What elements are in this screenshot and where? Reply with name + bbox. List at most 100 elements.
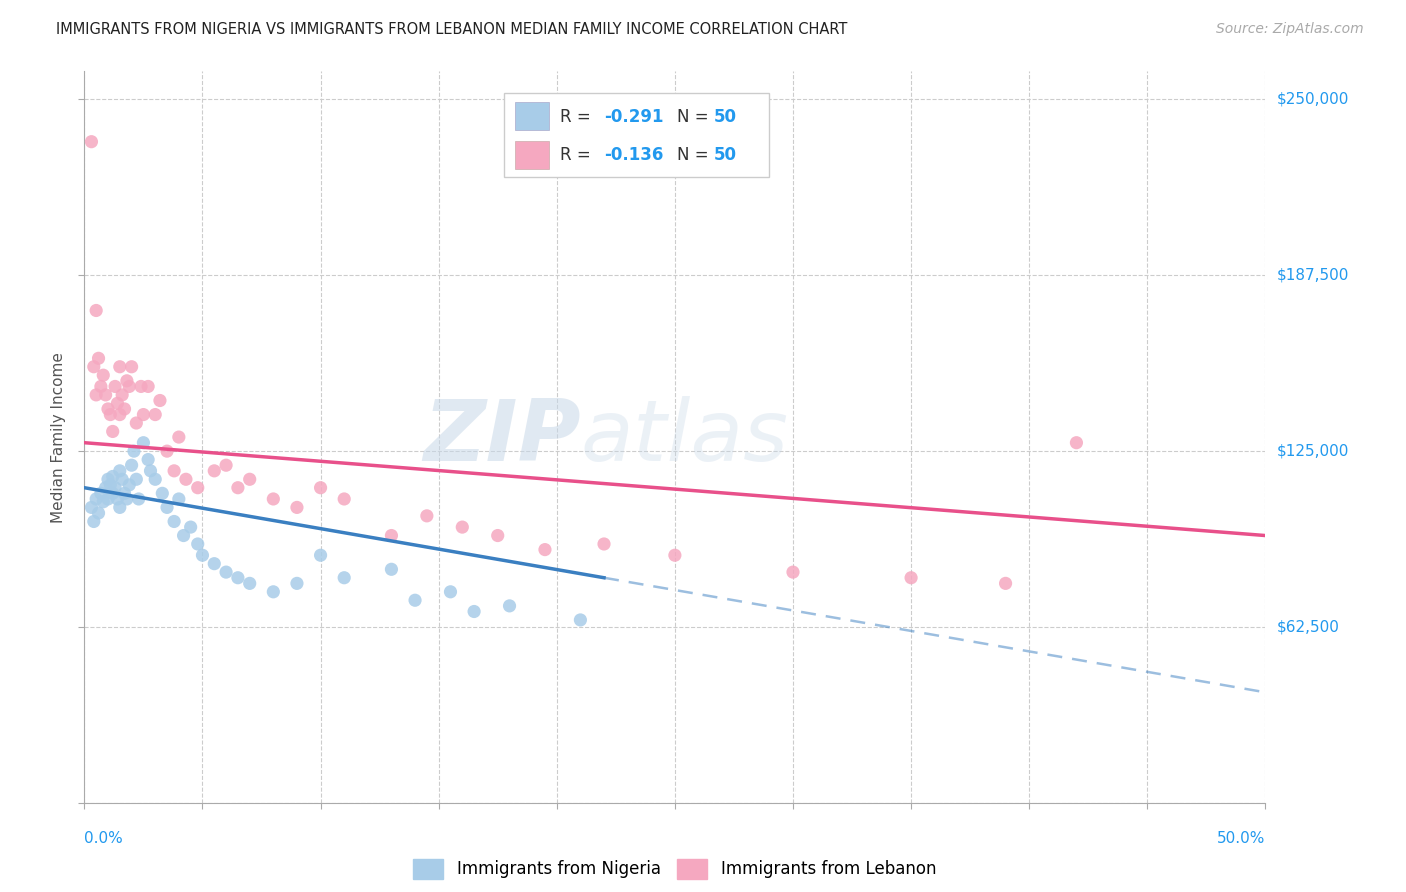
- Point: [80, 135, 103, 149]
- Point: [114, 486, 136, 500]
- Point: [97, 472, 120, 486]
- Bar: [516, 102, 548, 130]
- Point: [215, 565, 238, 579]
- Point: [97, 491, 120, 506]
- Point: [163, 515, 186, 529]
- Text: Source: ZipAtlas.com: Source: ZipAtlas.com: [1216, 22, 1364, 37]
- Point: [98, 408, 121, 422]
- Point: [416, 508, 439, 523]
- Point: [90, 379, 112, 393]
- Point: [226, 481, 249, 495]
- Point: [118, 379, 141, 393]
- Point: [239, 472, 262, 486]
- Legend: Immigrants from Nigeria, Immigrants from Lebanon: Immigrants from Nigeria, Immigrants from…: [413, 859, 936, 879]
- Point: [486, 528, 509, 542]
- Point: [94, 388, 117, 402]
- Point: [226, 571, 249, 585]
- Point: [333, 491, 356, 506]
- Point: [534, 542, 557, 557]
- Point: [309, 548, 332, 562]
- Point: [143, 408, 166, 422]
- Point: [87, 351, 110, 366]
- Point: [101, 486, 124, 500]
- Point: [108, 464, 131, 478]
- Point: [104, 379, 127, 393]
- Point: [191, 548, 214, 562]
- Point: [122, 444, 145, 458]
- Point: [163, 464, 186, 478]
- Point: [149, 393, 172, 408]
- Point: [187, 537, 209, 551]
- Text: 0.0%: 0.0%: [84, 830, 124, 846]
- Text: R =: R =: [561, 108, 596, 126]
- Point: [782, 565, 804, 579]
- Point: [150, 486, 173, 500]
- Y-axis label: Median Family Income: Median Family Income: [51, 351, 66, 523]
- Point: [132, 435, 155, 450]
- Point: [115, 374, 138, 388]
- Point: [593, 537, 616, 551]
- Point: [83, 515, 105, 529]
- Point: [111, 388, 134, 402]
- Point: [239, 576, 262, 591]
- Point: [156, 500, 179, 515]
- Point: [84, 303, 107, 318]
- Point: [167, 430, 190, 444]
- Point: [107, 491, 129, 506]
- Point: [498, 599, 520, 613]
- Point: [114, 401, 136, 416]
- Point: [900, 571, 922, 585]
- Point: [90, 486, 112, 500]
- Text: atlas: atlas: [581, 395, 789, 479]
- Point: [132, 408, 155, 422]
- Text: $187,500: $187,500: [1277, 268, 1348, 283]
- Point: [215, 458, 238, 473]
- Point: [285, 500, 308, 515]
- Point: [463, 605, 485, 619]
- Point: [91, 368, 114, 383]
- Point: [107, 396, 129, 410]
- Point: [121, 458, 143, 473]
- Point: [101, 469, 124, 483]
- Text: -0.291: -0.291: [605, 108, 664, 126]
- Text: 50: 50: [714, 145, 737, 164]
- Point: [664, 548, 686, 562]
- Point: [569, 613, 592, 627]
- Point: [125, 472, 148, 486]
- Point: [101, 425, 124, 439]
- Point: [136, 379, 159, 393]
- Point: [94, 481, 117, 495]
- Point: [97, 401, 120, 416]
- Point: [87, 506, 110, 520]
- Point: [156, 444, 179, 458]
- Text: $62,500: $62,500: [1277, 619, 1340, 634]
- Point: [285, 576, 308, 591]
- Point: [333, 571, 356, 585]
- Point: [128, 491, 150, 506]
- Point: [173, 528, 195, 542]
- Point: [118, 478, 141, 492]
- Point: [262, 491, 284, 506]
- Point: [143, 472, 166, 486]
- Point: [180, 520, 202, 534]
- Text: R =: R =: [561, 145, 596, 164]
- Point: [262, 584, 284, 599]
- Point: [309, 481, 332, 495]
- Point: [125, 416, 148, 430]
- Text: N =: N =: [678, 145, 714, 164]
- Point: [84, 491, 107, 506]
- Point: [1066, 435, 1088, 450]
- Point: [84, 388, 107, 402]
- Bar: [503, 94, 769, 178]
- Point: [108, 408, 131, 422]
- Point: [202, 557, 225, 571]
- Point: [80, 500, 103, 515]
- Point: [187, 481, 209, 495]
- Bar: [516, 141, 548, 169]
- Point: [404, 593, 426, 607]
- Point: [994, 576, 1017, 591]
- Point: [121, 359, 143, 374]
- Point: [174, 472, 197, 486]
- Point: [451, 520, 474, 534]
- Point: [111, 472, 134, 486]
